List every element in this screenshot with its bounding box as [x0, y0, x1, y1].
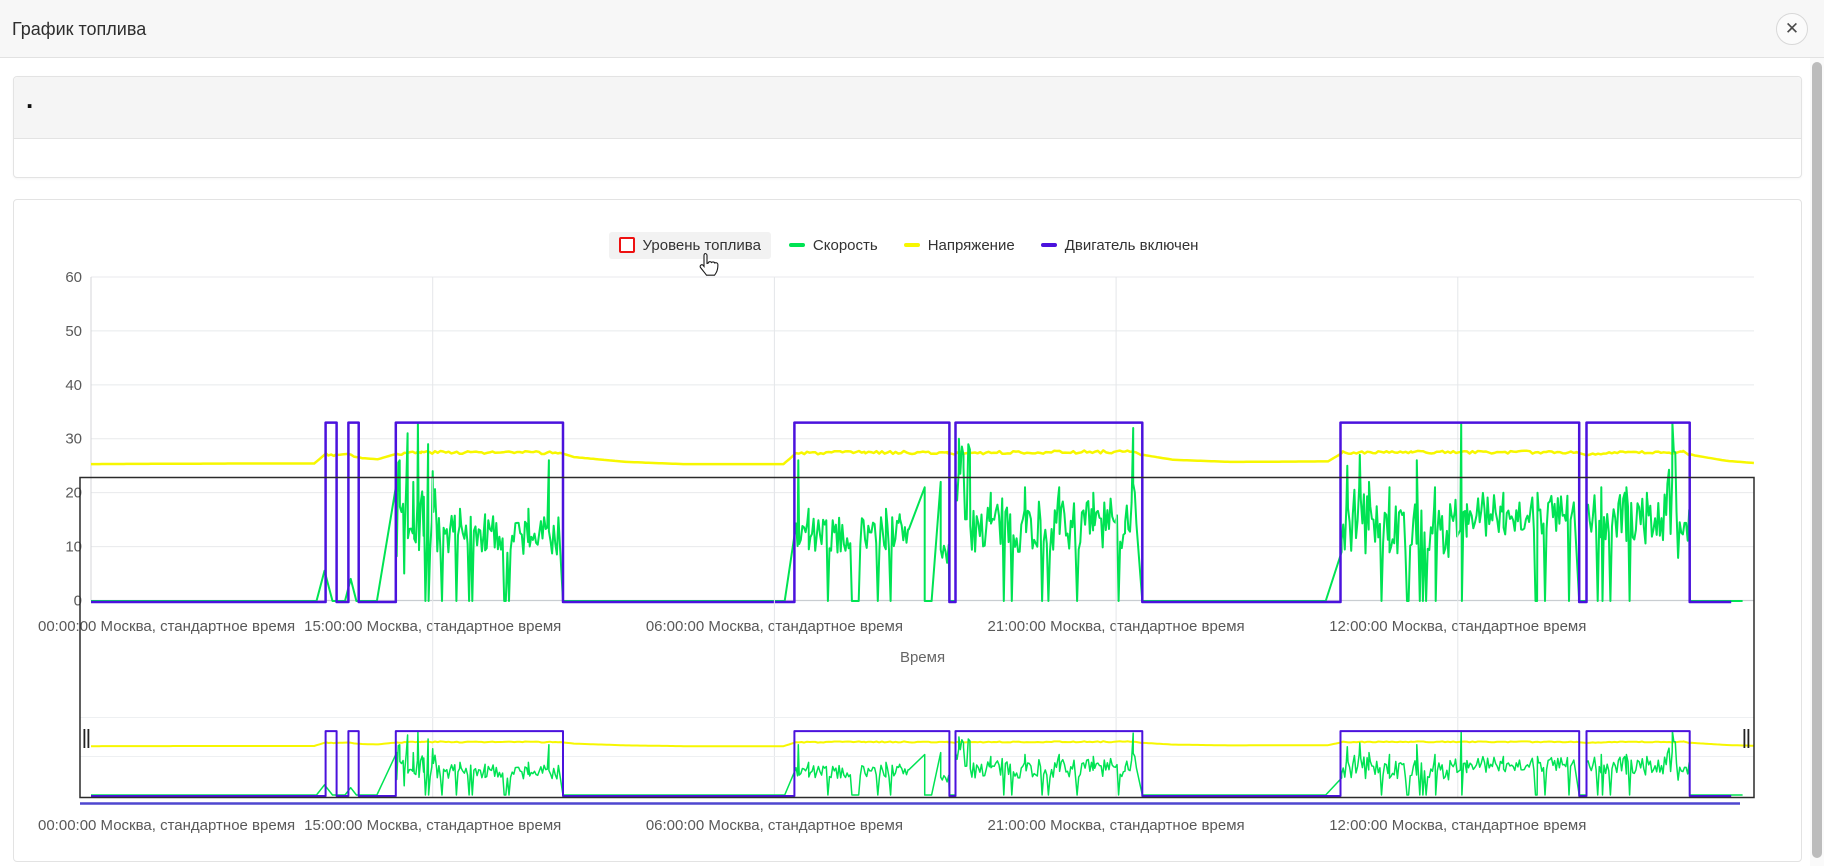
window-header: График топлива [0, 0, 1824, 58]
legend-checkbox-icon [618, 237, 635, 253]
filter-panel-header[interactable] [14, 77, 1801, 139]
legend-dash-icon [903, 243, 920, 247]
legend-label: Уровень топлива [642, 236, 761, 254]
chart-panel [13, 199, 1802, 862]
legend-dash-icon [1040, 243, 1057, 247]
legend-dash-icon [788, 243, 805, 247]
scrollbar-thumb[interactable] [1812, 62, 1822, 858]
filter-panel [13, 76, 1802, 178]
close-icon: ✕ [1784, 19, 1800, 38]
chart-legend: Уровень топлива Скорость Напряжение Двигате… [13, 228, 1802, 262]
legend-item-engine[interactable]: Двигатель включен [1033, 232, 1207, 259]
legend-label: Двигатель включен [1064, 236, 1199, 254]
window-title: График топлива [12, 19, 147, 39]
legend-item-voltage[interactable]: Напряжение [896, 232, 1023, 259]
legend-item-fuel[interactable]: Уровень топлива [608, 231, 771, 259]
scrollbar-track[interactable] [1810, 58, 1824, 866]
legend-label: Скорость [812, 236, 878, 254]
close-button[interactable]: ✕ [1776, 13, 1808, 45]
legend-label: Напряжение [927, 236, 1015, 254]
legend-item-speed[interactable]: Скорость [781, 232, 886, 259]
filter-panel-dot: . [26, 84, 34, 114]
